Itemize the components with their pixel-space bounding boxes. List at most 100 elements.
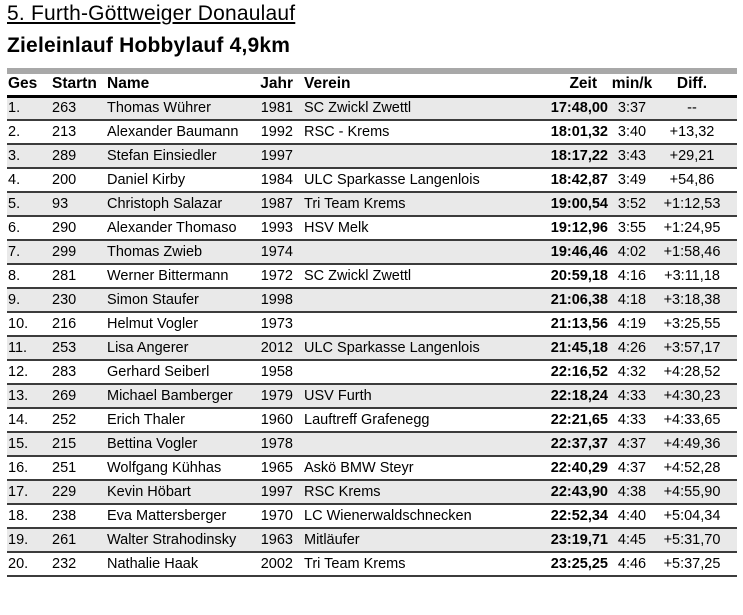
time-cell: 22:16,52	[523, 360, 608, 385]
table-row: 16. 251 Wolfgang Kühhas 1965 Askö BMW St…	[7, 456, 737, 481]
club-cell: RSC Krems	[293, 480, 523, 505]
club-cell: RSC - Krems	[293, 120, 523, 145]
time-cell: 21:13,56	[523, 312, 608, 337]
name-cell: Wolfgang Kühhas	[107, 456, 258, 481]
bib-cell: 230	[52, 288, 107, 313]
bib-cell: 263	[52, 96, 107, 121]
name-cell: Bettina Vogler	[107, 432, 258, 457]
time-cell: 22:52,34	[523, 504, 608, 529]
time-cell: 21:45,18	[523, 336, 608, 361]
diff-cell: --	[656, 96, 737, 121]
club-cell: Mitläufer	[293, 528, 523, 553]
club-cell	[293, 240, 523, 265]
club-cell	[293, 432, 523, 457]
table-row: 9. 230 Simon Staufer 1998 21:06,38 4:18 …	[7, 288, 737, 313]
pace-cell: 3:55	[608, 216, 656, 241]
column-header-zeit: Zeit	[523, 74, 608, 98]
rank-cell: 5.	[7, 192, 52, 217]
rank-cell: 1.	[7, 96, 52, 121]
diff-cell: +3:25,55	[656, 312, 737, 337]
pace-cell: 3:49	[608, 168, 656, 193]
results-body: 1. 263 Thomas Wührer 1981 SC Zwickl Zwet…	[7, 96, 737, 577]
rank-cell: 11.	[7, 336, 52, 361]
rank-cell: 10.	[7, 312, 52, 337]
name-cell: Thomas Wührer	[107, 96, 258, 121]
diff-cell: +3:18,38	[656, 288, 737, 313]
diff-cell: +4:30,23	[656, 384, 737, 409]
rank-cell: 7.	[7, 240, 52, 265]
rank-cell: 18.	[7, 504, 52, 529]
diff-cell: +3:57,17	[656, 336, 737, 361]
diff-cell: +4:28,52	[656, 360, 737, 385]
pace-cell: 4:16	[608, 264, 656, 289]
bib-cell: 93	[52, 192, 107, 217]
club-cell: SC Zwickl Zwettl	[293, 96, 523, 121]
table-row: 1. 263 Thomas Wührer 1981 SC Zwickl Zwet…	[7, 96, 737, 121]
time-cell: 18:01,32	[523, 120, 608, 145]
pace-cell: 3:52	[608, 192, 656, 217]
table-row: 20. 232 Nathalie Haak 2002 Tri Team Krem…	[7, 552, 737, 577]
bib-cell: 238	[52, 504, 107, 529]
divider-bar	[7, 68, 737, 74]
bib-cell: 216	[52, 312, 107, 337]
name-cell: Gerhard Seiberl	[107, 360, 258, 385]
rank-cell: 6.	[7, 216, 52, 241]
bib-cell: 269	[52, 384, 107, 409]
pace-cell: 3:43	[608, 144, 656, 169]
results-table: Ges Startn Name Jahr Verein Zeit min/k D…	[7, 74, 737, 577]
year-cell: 1960	[258, 408, 293, 433]
table-row: 14. 252 Erich Thaler 1960 Lauftreff Graf…	[7, 408, 737, 433]
time-cell: 19:12,96	[523, 216, 608, 241]
rank-cell: 20.	[7, 552, 52, 577]
rank-cell: 15.	[7, 432, 52, 457]
bib-cell: 215	[52, 432, 107, 457]
pace-cell: 3:40	[608, 120, 656, 145]
diff-cell: +4:55,90	[656, 480, 737, 505]
time-cell: 18:42,87	[523, 168, 608, 193]
time-cell: 20:59,18	[523, 264, 608, 289]
table-row: 15. 215 Bettina Vogler 1978 22:37,37 4:3…	[7, 432, 737, 457]
year-cell: 1970	[258, 504, 293, 529]
year-cell: 1978	[258, 432, 293, 457]
column-header-diff: Diff.	[656, 74, 737, 98]
time-cell: 19:00,54	[523, 192, 608, 217]
year-cell: 1979	[258, 384, 293, 409]
table-row: 2. 213 Alexander Baumann 1992 RSC - Krem…	[7, 120, 737, 145]
table-row: 13. 269 Michael Bamberger 1979 USV Furth…	[7, 384, 737, 409]
column-header-verein: Verein	[293, 74, 523, 98]
name-cell: Werner Bittermann	[107, 264, 258, 289]
year-cell: 2002	[258, 552, 293, 577]
year-cell: 2012	[258, 336, 293, 361]
pace-cell: 4:45	[608, 528, 656, 553]
bib-cell: 283	[52, 360, 107, 385]
name-cell: Erich Thaler	[107, 408, 258, 433]
year-cell: 1998	[258, 288, 293, 313]
table-row: 7. 299 Thomas Zwieb 1974 19:46,46 4:02 +…	[7, 240, 737, 265]
bib-cell: 251	[52, 456, 107, 481]
pace-cell: 4:38	[608, 480, 656, 505]
name-cell: Christoph Salazar	[107, 192, 258, 217]
year-cell: 1972	[258, 264, 293, 289]
time-cell: 18:17,22	[523, 144, 608, 169]
rank-cell: 19.	[7, 528, 52, 553]
year-cell: 1984	[258, 168, 293, 193]
club-cell: USV Furth	[293, 384, 523, 409]
name-cell: Kevin Höbart	[107, 480, 258, 505]
pace-cell: 4:33	[608, 408, 656, 433]
name-cell: Alexander Baumann	[107, 120, 258, 145]
club-cell	[293, 360, 523, 385]
table-row: 11. 253 Lisa Angerer 2012 ULC Sparkasse …	[7, 336, 737, 361]
year-cell: 1973	[258, 312, 293, 337]
club-cell: Askö BMW Steyr	[293, 456, 523, 481]
table-row: 19. 261 Walter Strahodinsky 1963 Mitläuf…	[7, 528, 737, 553]
pace-cell: 3:37	[608, 96, 656, 121]
table-row: 10. 216 Helmut Vogler 1973 21:13,56 4:19…	[7, 312, 737, 337]
club-cell: HSV Melk	[293, 216, 523, 241]
rank-cell: 4.	[7, 168, 52, 193]
year-cell: 1993	[258, 216, 293, 241]
pace-cell: 4:37	[608, 456, 656, 481]
pace-cell: 4:02	[608, 240, 656, 265]
diff-cell: +1:58,46	[656, 240, 737, 265]
time-cell: 17:48,00	[523, 96, 608, 121]
